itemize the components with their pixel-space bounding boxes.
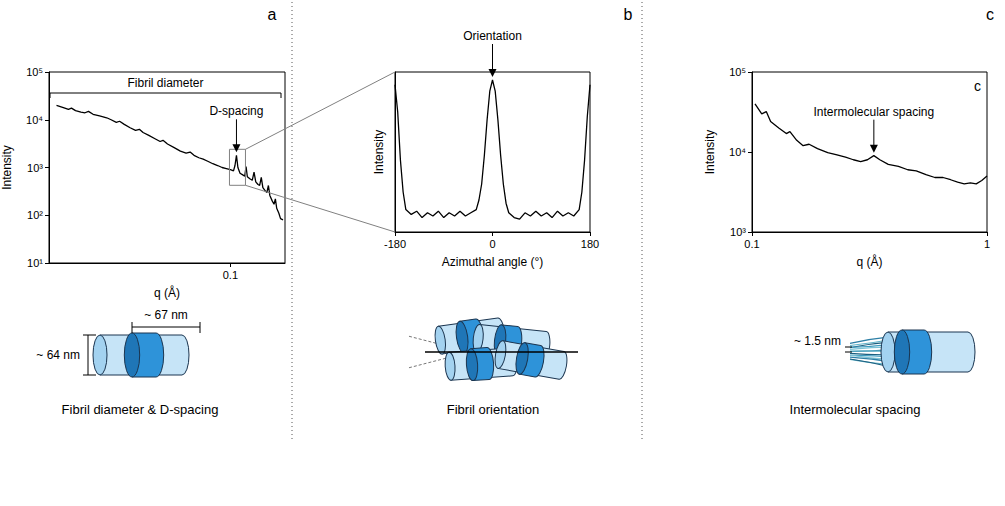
svg-text:10⁴: 10⁴ [729,146,746,158]
svg-text:10¹: 10¹ [27,257,43,269]
svg-text:Intermolecular spacing: Intermolecular spacing [813,105,934,119]
svg-text:Intensity: Intensity [372,130,386,175]
svg-text:Fibril diameter: Fibril diameter [127,76,203,90]
svg-text:b: b [624,6,633,23]
svg-text:q (Å): q (Å) [856,254,882,269]
svg-text:0: 0 [489,238,495,250]
svg-text:10⁵: 10⁵ [26,66,43,78]
svg-text:~ 67 nm: ~ 67 nm [144,308,188,322]
svg-text:Orientation: Orientation [463,29,522,43]
svg-text:10⁴: 10⁴ [26,114,43,126]
svg-text:10³: 10³ [730,226,746,238]
svg-text:Intermolecular spacing: Intermolecular spacing [790,402,921,417]
svg-text:-180: -180 [384,238,406,250]
svg-text:Azimuthal angle (°): Azimuthal angle (°) [442,255,544,269]
svg-text:Intensity: Intensity [0,145,14,190]
svg-text:D-spacing: D-spacing [209,104,263,118]
svg-text:10⁵: 10⁵ [729,66,746,78]
svg-text:Fibril orientation: Fibril orientation [447,402,540,417]
svg-text:~ 64 nm: ~ 64 nm [36,348,80,362]
svg-text:c: c [974,78,981,94]
svg-text:c: c [986,6,994,23]
svg-text:0.1: 0.1 [744,238,759,250]
svg-text:Intensity: Intensity [703,130,717,175]
svg-text:10³: 10³ [27,162,43,174]
svg-text:0.1: 0.1 [223,269,238,281]
svg-text:Fibril diameter & D-spacing: Fibril diameter & D-spacing [62,402,219,417]
svg-text:10²: 10² [27,209,43,221]
svg-text:q (Å): q (Å) [154,285,180,300]
svg-text:180: 180 [581,238,599,250]
svg-text:a: a [268,6,277,23]
svg-text:~ 1.5 nm: ~ 1.5 nm [794,334,841,348]
svg-text:1: 1 [984,238,990,250]
